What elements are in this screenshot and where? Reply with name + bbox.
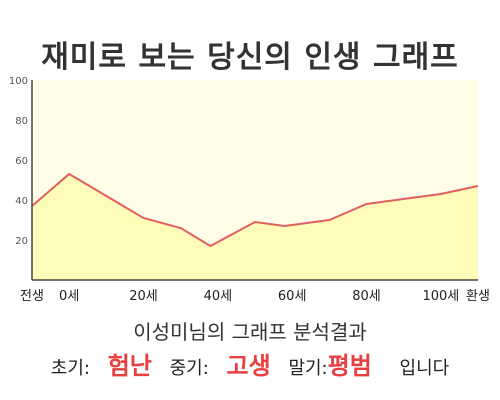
x-tick-label: 100세: [422, 289, 459, 304]
late-label: 말기:: [288, 358, 328, 379]
life-area-fill: [32, 174, 478, 280]
y-tick-label: 40: [15, 196, 28, 207]
x-tick-label: 전생: [20, 289, 44, 304]
early-label: 초기:: [50, 358, 90, 379]
chart-title: 재미로 보는 당신의 인생 그래프: [41, 40, 459, 75]
life-line: [31, 172, 479, 248]
x-tick-label: 40세: [204, 289, 233, 304]
ending-text: 입니다: [399, 358, 450, 379]
x-tick-label: 20세: [129, 289, 158, 304]
mid-label: 중기:: [169, 358, 209, 379]
life-graph-chart: 20 40 60 80 100 전생 0세 20세 40세 60세 80세 100세 환생: [9, 76, 490, 304]
x-tick-label: 환생: [466, 289, 490, 304]
x-tick-label: 0세: [59, 289, 79, 304]
mid-value: 고생: [226, 352, 271, 380]
y-tick-label: 80: [15, 116, 28, 127]
analysis-subtitle: 이성미님의 그래프 분석결과: [133, 320, 367, 344]
y-tick-label: 60: [15, 156, 28, 167]
y-tick-label: 20: [15, 236, 28, 247]
analysis-summary: 초기: 험난 중기: 고생 말기:평범 입니다: [0, 346, 500, 381]
x-tick-label: 60세: [278, 289, 307, 304]
early-value: 험난: [107, 352, 152, 380]
late-value: 평범: [327, 352, 372, 380]
x-tick-label: 80세: [352, 289, 381, 304]
y-tick-label: 100: [9, 76, 28, 87]
